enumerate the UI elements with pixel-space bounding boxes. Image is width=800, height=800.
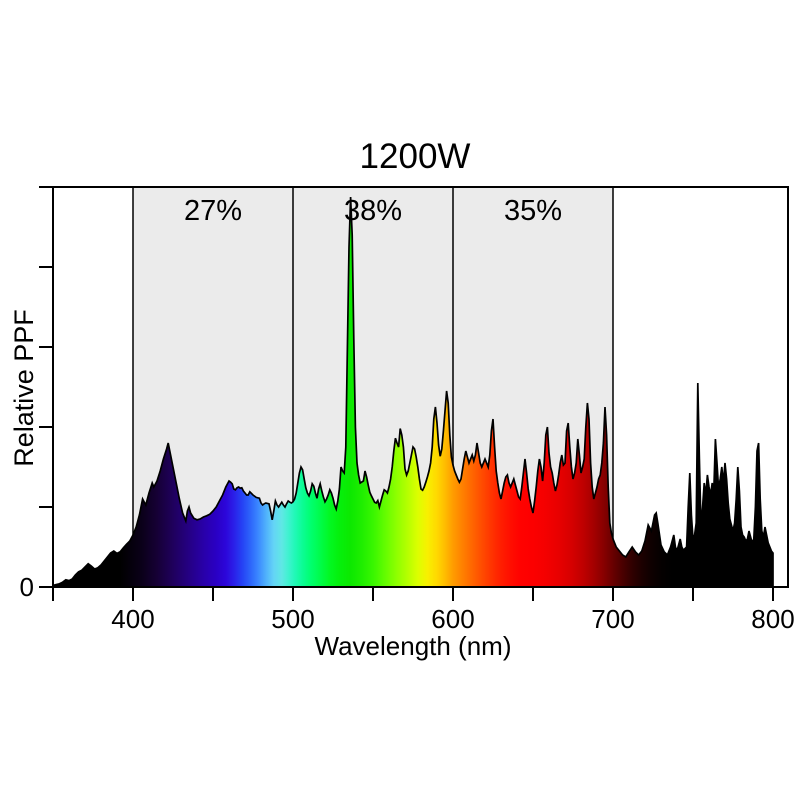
band-percent-label-red: 35% (503, 195, 563, 227)
x-tick-label-800: 800 (751, 604, 795, 634)
band-percent-label-blue: 27% (183, 195, 243, 227)
chart-title: 1200W (359, 137, 471, 176)
band-percent-label-green: 38% (343, 195, 403, 227)
x-tick-label-500: 500 (271, 604, 315, 634)
x-tick-label-400: 400 (111, 604, 155, 634)
band-shading (133, 187, 613, 587)
x-tick-label-700: 700 (591, 604, 635, 634)
y-axis-title: Relative PPF (9, 309, 39, 467)
y-tick-label-zero: 0 (19, 572, 34, 602)
x-tick-label-600: 600 (431, 604, 475, 634)
spectrum-area (52, 196, 774, 587)
axes-frame (39, 186, 789, 601)
x-axis-title: Wavelength (nm) (314, 631, 512, 661)
